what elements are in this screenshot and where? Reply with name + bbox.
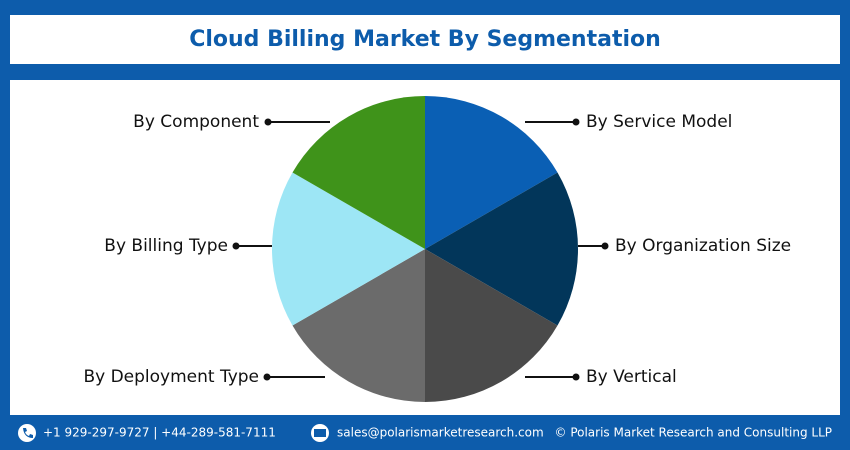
leader-dot	[263, 373, 271, 381]
email-glyph	[314, 429, 326, 437]
footer-phone: +1 929-297-9727 | +44-289-581-7111	[43, 426, 276, 440]
pie	[272, 95, 578, 402]
leader-dot	[572, 373, 580, 381]
segment-label: By Billing Type	[104, 236, 228, 256]
leader-dot	[264, 118, 272, 126]
pie-segment	[292, 249, 425, 402]
footer-email: sales@polarismarketresearch.com	[337, 426, 544, 440]
leader-dot	[232, 242, 240, 250]
pie-segment	[425, 172, 578, 326]
pie-segment	[272, 172, 425, 326]
title-box	[10, 15, 840, 64]
pie-segment	[425, 249, 558, 402]
phone-glyph	[23, 428, 33, 438]
segment-label: By Service Model	[586, 112, 732, 132]
segment-label: By Organization Size	[615, 236, 791, 256]
labels: By Service Model By Organization Size By V…	[83, 112, 791, 387]
segment-label: By Deployment Type	[83, 367, 259, 387]
title: Cloud Billing Market By Segmentation	[189, 27, 661, 52]
leader-dot	[601, 242, 609, 250]
pie-segment	[292, 95, 425, 249]
leader-dot	[572, 118, 580, 126]
pie-segment	[425, 96, 558, 249]
footer-copyright: © Polaris Market Research and Consulting…	[555, 426, 833, 440]
phone-icon	[18, 424, 36, 442]
segment-label: By Component	[133, 112, 259, 132]
segment-label: By Vertical	[586, 367, 677, 387]
